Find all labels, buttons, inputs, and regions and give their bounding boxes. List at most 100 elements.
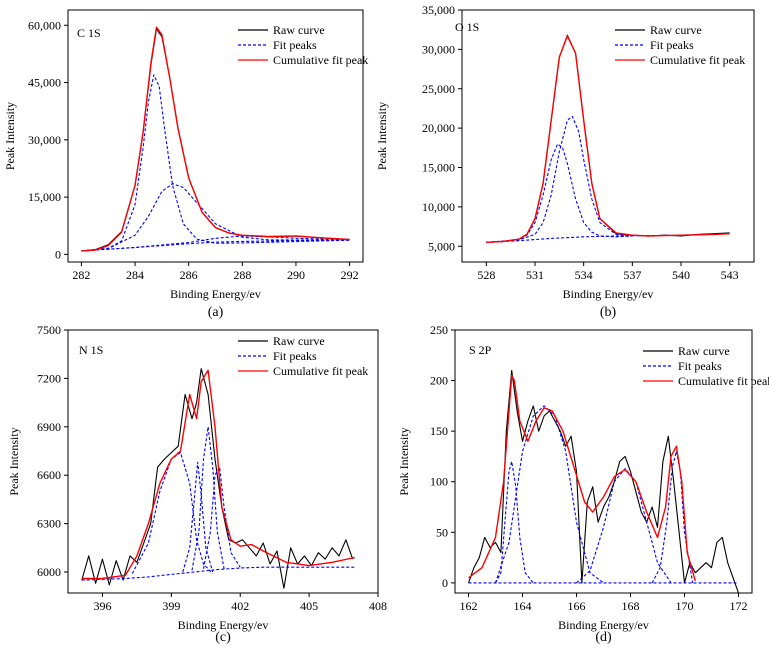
panel-4: 162 164 166 168 170 172 0 50 100 150 200 250 Binding… [397,323,769,645]
x-tick-label: 172 [730,599,748,613]
plot-frame [461,9,755,263]
x-tick-label: 402 [231,599,249,613]
legend-label: Fit peaks [678,359,722,373]
panel-caption: (a) [208,305,224,320]
panel-2: 528 531 534 537 540 543 5,000 10,000 15,000 20,00… [375,3,755,320]
series-line-fit [576,468,672,584]
y-axis-label: Peak Intensity [7,427,21,495]
legend-label: Raw curve [650,23,702,37]
y-tick-label: 30,000 [422,42,455,56]
series-line-fit [191,426,225,571]
panel-caption: (d) [595,630,612,645]
x-axis-label: Binding Energy/ev [558,618,649,632]
y-tick-label: 20,000 [422,121,455,135]
legend-label: Cumulative fit peak [678,374,769,388]
y-tick-label: 10,000 [422,200,455,214]
x-tick-label: 537 [623,268,641,282]
series-line-cum [81,369,356,580]
y-tick-label: 15,000 [28,190,61,204]
series-group [486,34,730,243]
legend-label: Fit peaks [273,349,317,363]
y-tick-label: 6300 [37,517,61,531]
series-line-fit [81,74,350,252]
y-tick-label: 45,000 [28,76,61,90]
y-tick-label: 0 [55,247,61,261]
legend-label: Fit peaks [273,38,317,52]
y-tick-label: 0 [442,576,448,590]
y-tick-label: 50 [436,525,448,539]
x-tick-label: 399 [162,599,180,613]
legend-label: Raw curve [273,23,325,37]
series-line-fit [486,115,633,243]
y-tick-label: 6900 [37,420,61,434]
x-tick-label: 166 [568,599,586,613]
y-tick-label: 60,000 [28,18,61,32]
y-tick-label: 35,000 [422,3,455,17]
series-group [467,369,740,593]
series-line-fit [131,452,214,574]
y-tick-label: 100 [430,475,448,489]
x-tick-label: 408 [369,599,387,613]
y-tick-label: 250 [430,323,448,337]
series-line-raw [81,368,354,589]
y-tick-label: 6000 [37,565,61,579]
series-group [81,26,350,252]
panel-tag: O 1S [455,20,479,34]
series-line-fit [81,235,350,252]
x-tick-label: 531 [526,268,544,282]
series-line-fit [651,450,694,584]
y-axis-label: Peak Intensity [3,102,17,170]
plot-frame [67,9,364,263]
series-line-fit [81,183,350,252]
legend-label: Cumulative fit peak [273,53,368,67]
series-line-fit [486,233,730,243]
x-tick-label: 534 [575,268,593,282]
legend-label: Cumulative fit peak [273,364,368,378]
panel-3: 396 399 402 405 408 6000 6300 6600 6900 7200 7500 B… [7,323,387,645]
x-tick-label: 168 [622,599,640,613]
x-tick-label: 284 [126,268,144,282]
series-line-cum [486,35,730,243]
x-tick-label: 543 [721,268,739,282]
x-tick-label: 286 [180,268,198,282]
y-tick-label: 5,000 [428,239,455,253]
panel-1: 282 284 286 288 290 292 0 15,000 30,000 45,000 60,… [3,9,368,320]
x-tick-label: 282 [72,268,90,282]
y-axis-label: Peak Intensity [397,427,411,495]
y-tick-label: 7200 [37,371,61,385]
x-tick-label: 162 [460,599,478,613]
x-tick-label: 528 [477,268,495,282]
series-line-fit [182,461,214,573]
x-tick-label: 288 [233,268,251,282]
legend-label: Raw curve [678,344,730,358]
series-line-raw [467,369,740,593]
panel-tag: N 1S [79,343,103,357]
x-tick-label: 540 [672,268,690,282]
x-tick-label: 396 [93,599,111,613]
x-tick-label: 290 [287,268,305,282]
x-tick-label: 164 [514,599,532,613]
y-tick-label: 15,000 [422,161,455,175]
x-axis-label: Binding Energy/ev [563,287,654,301]
x-tick-label: 405 [300,599,318,613]
panel-tag: S 2P [469,343,492,357]
legend-label: Raw curve [273,334,325,348]
series-line-fit [202,466,241,569]
x-tick-label: 292 [341,268,359,282]
y-tick-label: 200 [430,374,448,388]
legend-label: Fit peaks [650,38,694,52]
y-tick-label: 150 [430,424,448,438]
series-line-fit [494,405,604,584]
series-line-cum [81,26,350,252]
legend-label: Cumulative fit peak [650,53,745,67]
panel-caption: (c) [215,630,231,645]
series-line-fit [81,566,355,581]
y-tick-label: 30,000 [28,133,61,147]
x-axis-label: Binding Energy/ev [178,618,269,632]
plot-frame [454,329,753,594]
panel-caption: (b) [600,305,617,320]
